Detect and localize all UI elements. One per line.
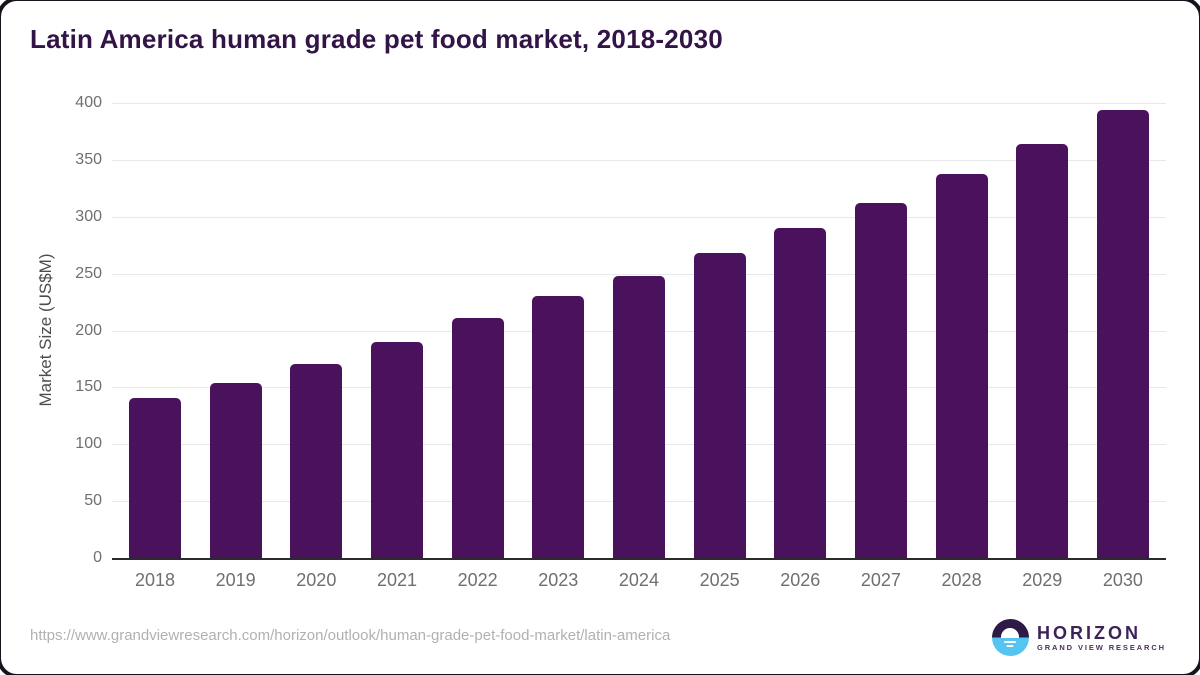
x-tick-label-2022: 2022 (457, 570, 498, 590)
x-tick-label-2030: 2030 (1102, 570, 1143, 590)
bar-2020 (290, 363, 343, 558)
sun-dome-shape (1001, 627, 1020, 638)
bar-2028 (935, 173, 988, 558)
y-tick-label-200: 200 (75, 321, 102, 339)
bar-2022 (451, 318, 504, 558)
plot-area (112, 103, 1166, 560)
gridline-250 (112, 273, 1166, 275)
bar-2030 (1096, 109, 1149, 558)
sun-reflection-dash (1006, 645, 1014, 647)
x-tick-label-2023: 2023 (538, 570, 579, 590)
gridline-350 (112, 159, 1166, 161)
x-tick-label-2021: 2021 (376, 570, 417, 590)
brand-subtitle: GRAND VIEW RESEARCH (1036, 642, 1166, 652)
horizon-sun-circle-icon (991, 619, 1029, 656)
bar-2024 (612, 275, 665, 558)
y-tick-label-50: 50 (84, 492, 102, 510)
bar-2026 (774, 228, 827, 558)
bar-2019 (209, 382, 262, 558)
y-tick-label-350: 350 (75, 150, 102, 168)
bar-2029 (1016, 143, 1069, 558)
x-tick-label-2025: 2025 (699, 570, 740, 590)
y-axis-tick-labels: 0 50 100 150 200 250 300 350 400 (40, 94, 102, 566)
x-axis-tick-labels: 2018 2019 2020 2021 2022 2023 2024 2025 2026 2027… (112, 570, 1166, 591)
y-tick-label-150: 150 (75, 378, 102, 396)
x-tick-label-2019: 2019 (215, 570, 256, 590)
source-url: https://www.grandviewresearch.com/horizo… (30, 627, 671, 644)
chart-title: Latin America human grade pet food marke… (30, 24, 723, 54)
x-axis-line (112, 558, 1166, 560)
x-tick-label-2020: 2020 (296, 570, 337, 590)
bar-2023 (532, 296, 585, 558)
gridline-400 (112, 103, 1166, 104)
x-tick-label-2018: 2018 (134, 570, 176, 590)
bar-2021 (370, 341, 423, 558)
bar-2027 (854, 203, 907, 558)
y-tick-label-100: 100 (75, 435, 102, 453)
x-tick-label-2024: 2024 (618, 570, 659, 590)
x-tick-label-2027: 2027 (860, 570, 901, 590)
y-tick-label-0: 0 (93, 549, 102, 566)
y-tick-label-250: 250 (75, 264, 102, 282)
brand-logo: HORIZON GRAND VIEW RESEARCH (991, 619, 1166, 656)
y-tick-label-400: 400 (75, 94, 102, 111)
y-tick-label-300: 300 (75, 207, 102, 225)
gridline-300 (112, 216, 1166, 218)
bar-2018 (129, 397, 181, 558)
bar-series (112, 103, 1166, 558)
x-tick-label-2029: 2029 (1022, 570, 1063, 590)
bar-2025 (693, 253, 746, 558)
brand-name: HORIZON (1036, 622, 1141, 643)
x-tick-label-2028: 2028 (941, 570, 982, 590)
sun-reflection-dash (1004, 641, 1017, 643)
x-tick-label-2026: 2026 (780, 570, 821, 590)
brand-text: HORIZON GRAND VIEW RESEARCH (1037, 623, 1166, 653)
